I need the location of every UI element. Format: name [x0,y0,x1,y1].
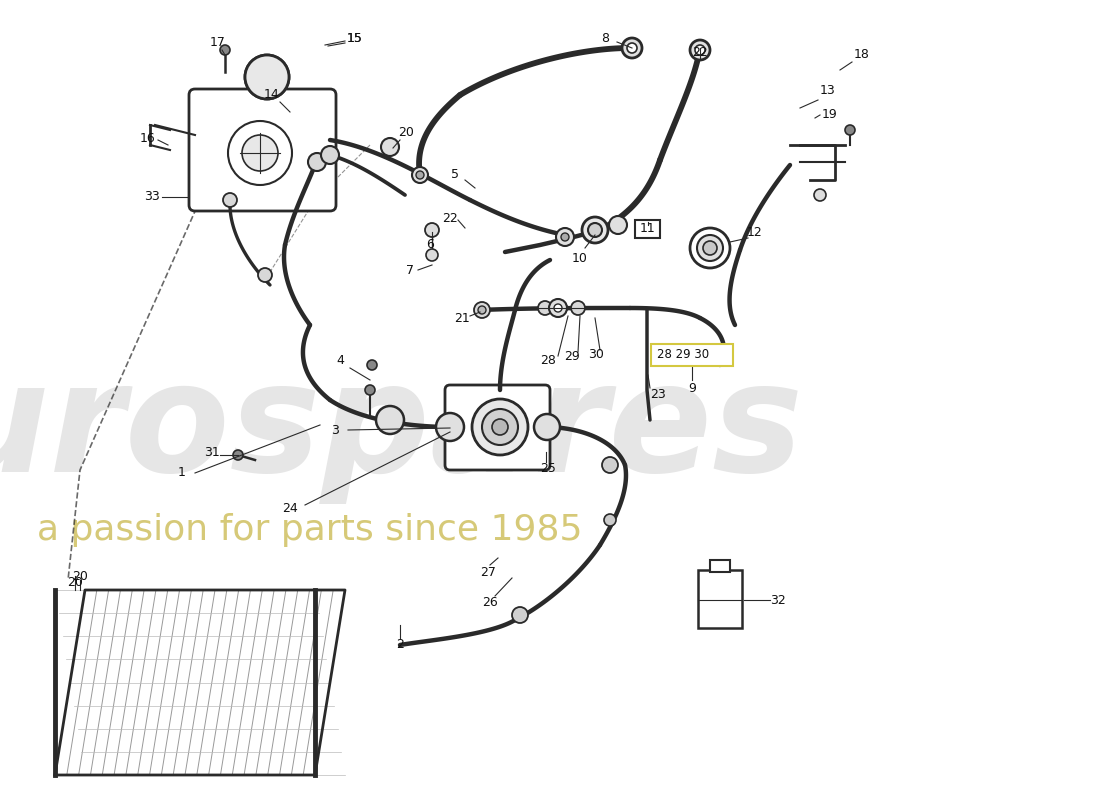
Text: 20: 20 [73,570,88,582]
Text: 13: 13 [821,83,836,97]
Circle shape [253,63,280,91]
Circle shape [604,514,616,526]
Text: 28: 28 [540,354,556,366]
Text: 8: 8 [601,31,609,45]
Text: 10: 10 [572,251,587,265]
Circle shape [376,406,404,434]
Circle shape [588,223,602,237]
Circle shape [695,45,705,55]
Text: 26: 26 [482,595,498,609]
Circle shape [482,409,518,445]
Circle shape [474,302,490,318]
Circle shape [223,193,236,207]
Circle shape [690,40,710,60]
Text: 23: 23 [650,389,666,402]
Bar [698,570,742,628]
Circle shape [412,167,428,183]
Text: 14: 14 [264,89,279,102]
Bar [635,220,660,238]
Text: 3: 3 [331,423,339,437]
Text: 21: 21 [454,311,470,325]
Circle shape [845,125,855,135]
Text: 1: 1 [178,466,186,479]
Circle shape [553,301,566,315]
Circle shape [556,228,574,246]
Circle shape [512,607,528,623]
Text: 20: 20 [67,577,82,590]
Text: 22: 22 [442,211,458,225]
Circle shape [220,45,230,55]
FancyBboxPatch shape [446,385,550,470]
Text: 29: 29 [564,350,580,363]
Circle shape [621,38,642,58]
Circle shape [814,189,826,201]
Bar [710,560,730,572]
Text: 5: 5 [451,167,459,181]
Circle shape [538,301,552,315]
Text: 2: 2 [396,638,404,651]
Text: 16: 16 [140,131,156,145]
Circle shape [228,121,292,185]
Text: 18: 18 [854,49,870,62]
Text: 27: 27 [480,566,496,578]
Text: 28 29 30: 28 29 30 [657,349,710,362]
Circle shape [416,171,424,179]
Circle shape [245,55,289,99]
Text: 4: 4 [337,354,344,366]
Circle shape [627,43,637,53]
Text: 11: 11 [640,222,656,234]
Text: 17: 17 [210,35,225,49]
Text: 33: 33 [144,190,159,203]
Circle shape [571,301,585,315]
Circle shape [582,217,608,243]
Circle shape [233,450,243,460]
FancyBboxPatch shape [189,89,336,211]
Circle shape [242,135,278,171]
Circle shape [554,304,562,312]
Circle shape [425,223,439,237]
Circle shape [492,419,508,435]
Text: eurospares: eurospares [0,355,803,505]
Circle shape [258,268,272,282]
Text: 15: 15 [348,31,363,45]
Circle shape [426,249,438,261]
Circle shape [245,55,289,99]
Circle shape [703,241,717,255]
Text: 9: 9 [689,382,696,394]
Circle shape [365,385,375,395]
Text: 31: 31 [205,446,220,459]
Text: 7: 7 [406,263,414,277]
Text: 24: 24 [282,502,298,514]
Circle shape [549,299,566,317]
Text: 6: 6 [426,238,433,251]
Circle shape [260,70,274,84]
Text: 22: 22 [692,46,708,58]
Circle shape [697,235,723,261]
Text: 19: 19 [822,109,838,122]
Text: 30: 30 [588,347,604,361]
Text: 25: 25 [540,462,556,474]
Circle shape [602,457,618,473]
Circle shape [381,138,399,156]
Text: 32: 32 [770,594,785,606]
Text: 12: 12 [747,226,763,238]
Circle shape [609,216,627,234]
Circle shape [478,306,486,314]
Circle shape [367,360,377,370]
Circle shape [534,414,560,440]
Circle shape [561,233,569,241]
Circle shape [321,146,339,164]
Circle shape [436,413,464,441]
Circle shape [472,399,528,455]
Text: 20: 20 [398,126,414,139]
Text: 15: 15 [348,31,363,45]
FancyBboxPatch shape [651,344,733,366]
Circle shape [308,153,326,171]
Circle shape [690,228,730,268]
Text: a passion for parts since 1985: a passion for parts since 1985 [37,513,583,547]
